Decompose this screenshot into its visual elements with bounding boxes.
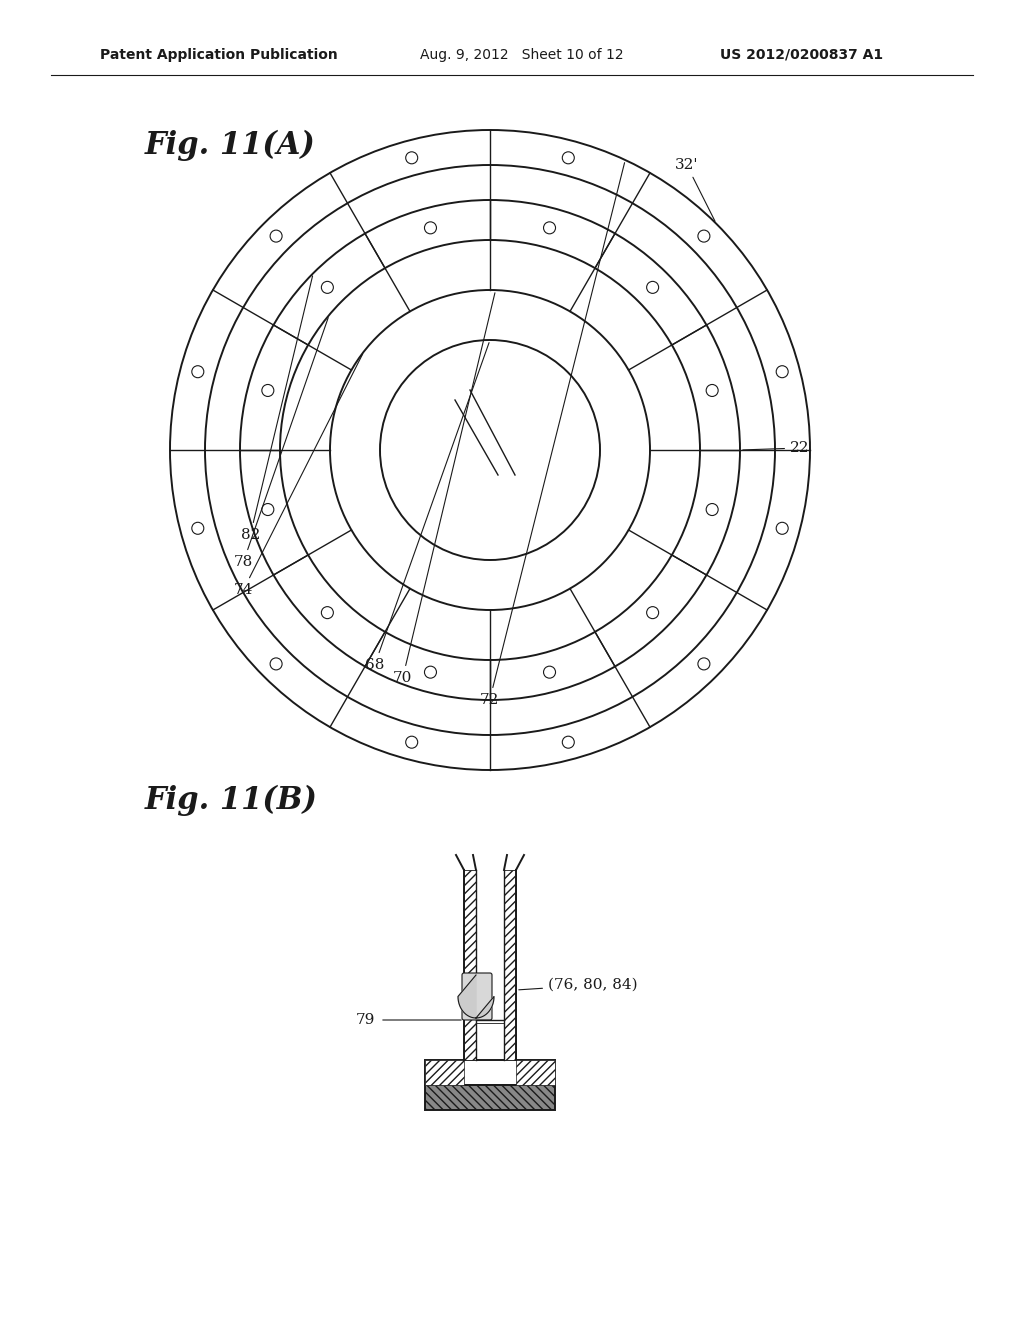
Bar xyxy=(504,870,516,1060)
Bar xyxy=(516,1060,555,1085)
FancyBboxPatch shape xyxy=(462,973,492,1020)
Text: Aug. 9, 2012   Sheet 10 of 12: Aug. 9, 2012 Sheet 10 of 12 xyxy=(420,48,624,62)
Text: 79: 79 xyxy=(355,1012,375,1027)
Text: 70: 70 xyxy=(393,293,495,685)
Polygon shape xyxy=(458,975,494,1018)
Text: 32': 32' xyxy=(675,158,715,222)
Text: 82: 82 xyxy=(241,276,312,543)
Text: 72: 72 xyxy=(480,162,625,708)
Text: 78: 78 xyxy=(233,318,329,569)
Text: Fig. 11(B): Fig. 11(B) xyxy=(145,784,317,816)
Text: US 2012/0200837 A1: US 2012/0200837 A1 xyxy=(720,48,883,62)
Text: (76, 80, 84): (76, 80, 84) xyxy=(519,978,638,993)
Bar xyxy=(425,1085,555,1110)
Text: 74: 74 xyxy=(233,354,362,597)
Text: 22: 22 xyxy=(742,441,810,455)
Text: Patent Application Publication: Patent Application Publication xyxy=(100,48,338,62)
Text: 68: 68 xyxy=(365,343,489,672)
Bar xyxy=(425,1060,464,1085)
Bar xyxy=(425,1060,555,1085)
Bar xyxy=(464,870,476,1060)
Text: Fig. 11(A): Fig. 11(A) xyxy=(145,129,315,161)
